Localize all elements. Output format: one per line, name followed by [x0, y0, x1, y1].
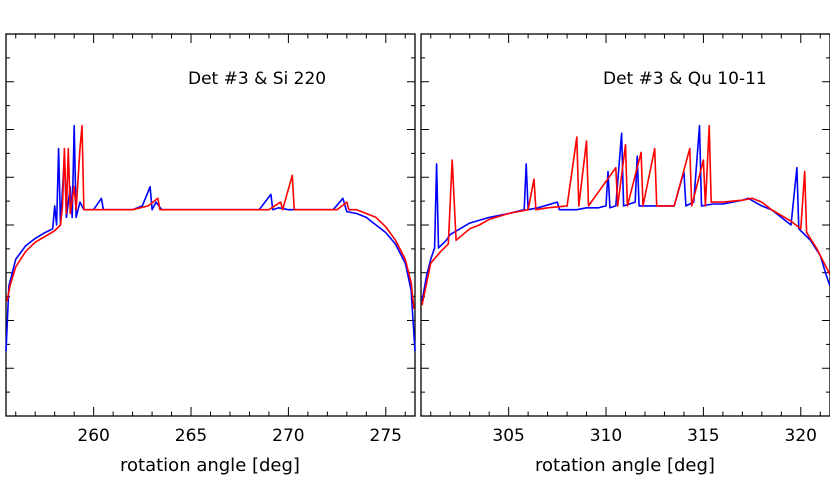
left-panel: 260 265 270 275 Det #3 & Si 220 rotation an… [5, 33, 416, 476]
blue-series-line [5, 124, 416, 352]
right-plot-frame [420, 33, 830, 417]
x-tick-label: 315 [687, 426, 719, 446]
right-x-axis-label: rotation angle [deg] [535, 455, 715, 476]
blue-series-line [421, 124, 830, 302]
right-ticks: 305 310 315 320 [421, 33, 830, 446]
red-series-line [6, 124, 415, 310]
red-series-line [421, 124, 830, 306]
left-series [5, 124, 416, 352]
x-tick-label: 265 [175, 426, 207, 446]
x-tick-label: 310 [590, 426, 622, 446]
x-tick-label: 275 [370, 426, 402, 446]
left-x-axis-label: rotation angle [deg] [120, 455, 300, 476]
x-tick-label: 260 [77, 426, 109, 446]
x-tick-label: 320 [785, 426, 817, 446]
right-series [421, 124, 830, 306]
left-panel-title: Det #3 & Si 220 [188, 69, 326, 89]
left-ticks: 260 265 270 275 [6, 33, 415, 446]
right-panel: 305 310 315 320 Det #3 & Qu 10-11 rotation … [420, 33, 830, 476]
left-plot-frame [5, 33, 416, 417]
x-tick-label: 305 [492, 426, 524, 446]
right-panel-title: Det #3 & Qu 10-11 [603, 69, 767, 89]
x-tick-label: 270 [272, 426, 304, 446]
